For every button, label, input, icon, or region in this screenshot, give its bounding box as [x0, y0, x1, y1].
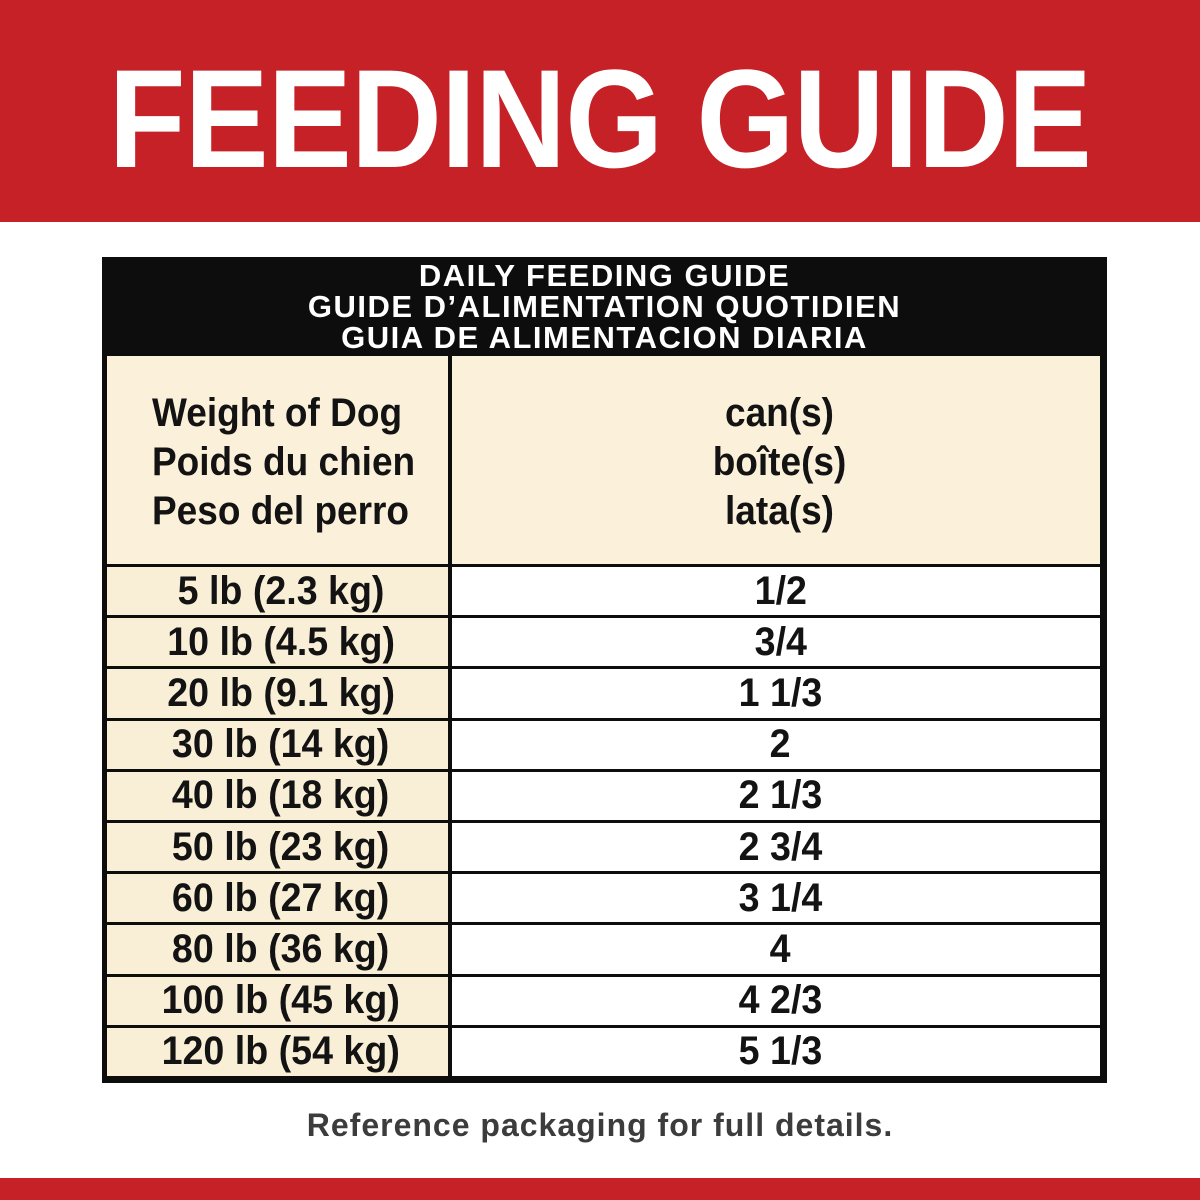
bottom-red-strip: [0, 1178, 1200, 1200]
cans-cell: 2: [452, 720, 1100, 769]
weight-column-header: Weight of Dog Poids du chien Peso del pe…: [107, 356, 452, 564]
table-row: 60 lb (27 kg) 3 1/4: [107, 871, 1100, 923]
cans-cell: 1/2: [452, 567, 1100, 616]
weight-header-es: Peso del perro: [152, 489, 410, 533]
cans-column-header: can(s) boîte(s) lata(s): [452, 356, 1100, 564]
weight-cell-text: 50 lb (23 kg): [172, 824, 390, 869]
cans-header-fr: boîte(s): [712, 440, 847, 484]
cans-cell: 2 1/3: [452, 771, 1100, 821]
cans-cell: 3/4: [452, 618, 1100, 667]
weight-cell-text: 80 lb (36 kg): [172, 927, 390, 972]
weight-cell: 80 lb (36 kg): [107, 925, 452, 974]
table-row: 100 lb (45 kg) 4 2/3: [107, 973, 1100, 1025]
weight-cell-text: 60 lb (27 kg): [172, 875, 390, 920]
cans-cell-text: 1/2: [754, 568, 807, 613]
table-title-band: DAILY FEEDING GUIDE GUIDE D’ALIMENTATION…: [102, 257, 1107, 356]
table-title-es: GUIA DE ALIMENTACION DIARIA: [341, 320, 868, 355]
cans-cell-text: 5 1/3: [738, 1029, 823, 1074]
table-row: 50 lb (23 kg) 2 3/4: [107, 820, 1100, 872]
table-row: 80 lb (36 kg) 4: [107, 922, 1100, 974]
page-title: FEEDING GUIDE: [108, 40, 1092, 197]
cans-cell: 3 1/4: [452, 874, 1100, 923]
cans-cell: 4 2/3: [452, 976, 1100, 1025]
weight-cell: 10 lb (4.5 kg): [107, 618, 452, 667]
weight-cell: 20 lb (9.1 kg): [107, 669, 452, 718]
cans-cell-text: 3/4: [754, 619, 807, 664]
weight-cell-text: 120 lb (54 kg): [161, 1029, 401, 1074]
weight-cell-text: 10 lb (4.5 kg): [167, 619, 395, 664]
weight-cell-text: 100 lb (45 kg): [161, 978, 401, 1023]
table-row: 5 lb (2.3 kg) 1/2: [107, 564, 1100, 616]
weight-cell-text: 20 lb (9.1 kg): [167, 671, 395, 715]
daily-feeding-guide-table: DAILY FEEDING GUIDE GUIDE D’ALIMENTATION…: [102, 257, 1107, 1083]
cans-cell: 2 3/4: [452, 823, 1100, 872]
cans-cell-text: 4 2/3: [738, 978, 823, 1023]
cans-header-en: can(s): [725, 391, 834, 435]
table-row: 120 lb (54 kg) 5 1/3: [107, 1024, 1100, 1077]
cans-cell-text: 2 3/4: [738, 824, 823, 869]
weight-cell-text: 40 lb (18 kg): [172, 773, 390, 818]
cans-cell-text: 2: [770, 722, 791, 767]
weight-cell: 5 lb (2.3 kg): [107, 567, 452, 616]
cans-cell-text: 4: [770, 927, 791, 972]
weight-cell: 100 lb (45 kg): [107, 976, 452, 1025]
weight-cell-text: 30 lb (14 kg): [172, 722, 390, 767]
weight-cell: 60 lb (27 kg): [107, 874, 452, 923]
feeding-guide-banner: FEEDING GUIDE: [0, 0, 1200, 222]
weight-cell: 50 lb (23 kg): [107, 823, 452, 872]
weight-header-fr: Poids du chien: [152, 440, 416, 484]
table-row: 40 lb (18 kg) 2 1/3: [107, 768, 1100, 821]
cans-cell-text: 1 1/3: [738, 671, 823, 715]
weight-cell: 30 lb (14 kg): [107, 720, 452, 769]
cans-cell: 5 1/3: [452, 1027, 1100, 1077]
weight-cell: 120 lb (54 kg): [107, 1027, 452, 1077]
cans-header-es: lata(s): [725, 489, 834, 533]
cans-cell: 4: [452, 925, 1100, 974]
table-title-en: DAILY FEEDING GUIDE: [418, 258, 791, 293]
weight-cell: 40 lb (18 kg): [107, 771, 452, 821]
weight-cell-text: 5 lb (2.3 kg): [177, 568, 385, 613]
table-row: 30 lb (14 kg) 2: [107, 717, 1100, 769]
table-row: 20 lb (9.1 kg) 1 1/3: [107, 666, 1100, 718]
cans-cell-text: 2 1/3: [738, 773, 823, 818]
table-title-fr: GUIDE D’ALIMENTATION QUOTIDIEN: [307, 289, 902, 324]
table-header-row: Weight of Dog Poids du chien Peso del pe…: [107, 356, 1100, 564]
cans-cell: 1 1/3: [452, 669, 1100, 718]
weight-header-en: Weight of Dog: [152, 391, 403, 435]
table-row: 10 lb (4.5 kg) 3/4: [107, 615, 1100, 667]
cans-cell-text: 3 1/4: [738, 875, 823, 920]
footer-note: Reference packaging for full details.: [306, 1107, 894, 1143]
